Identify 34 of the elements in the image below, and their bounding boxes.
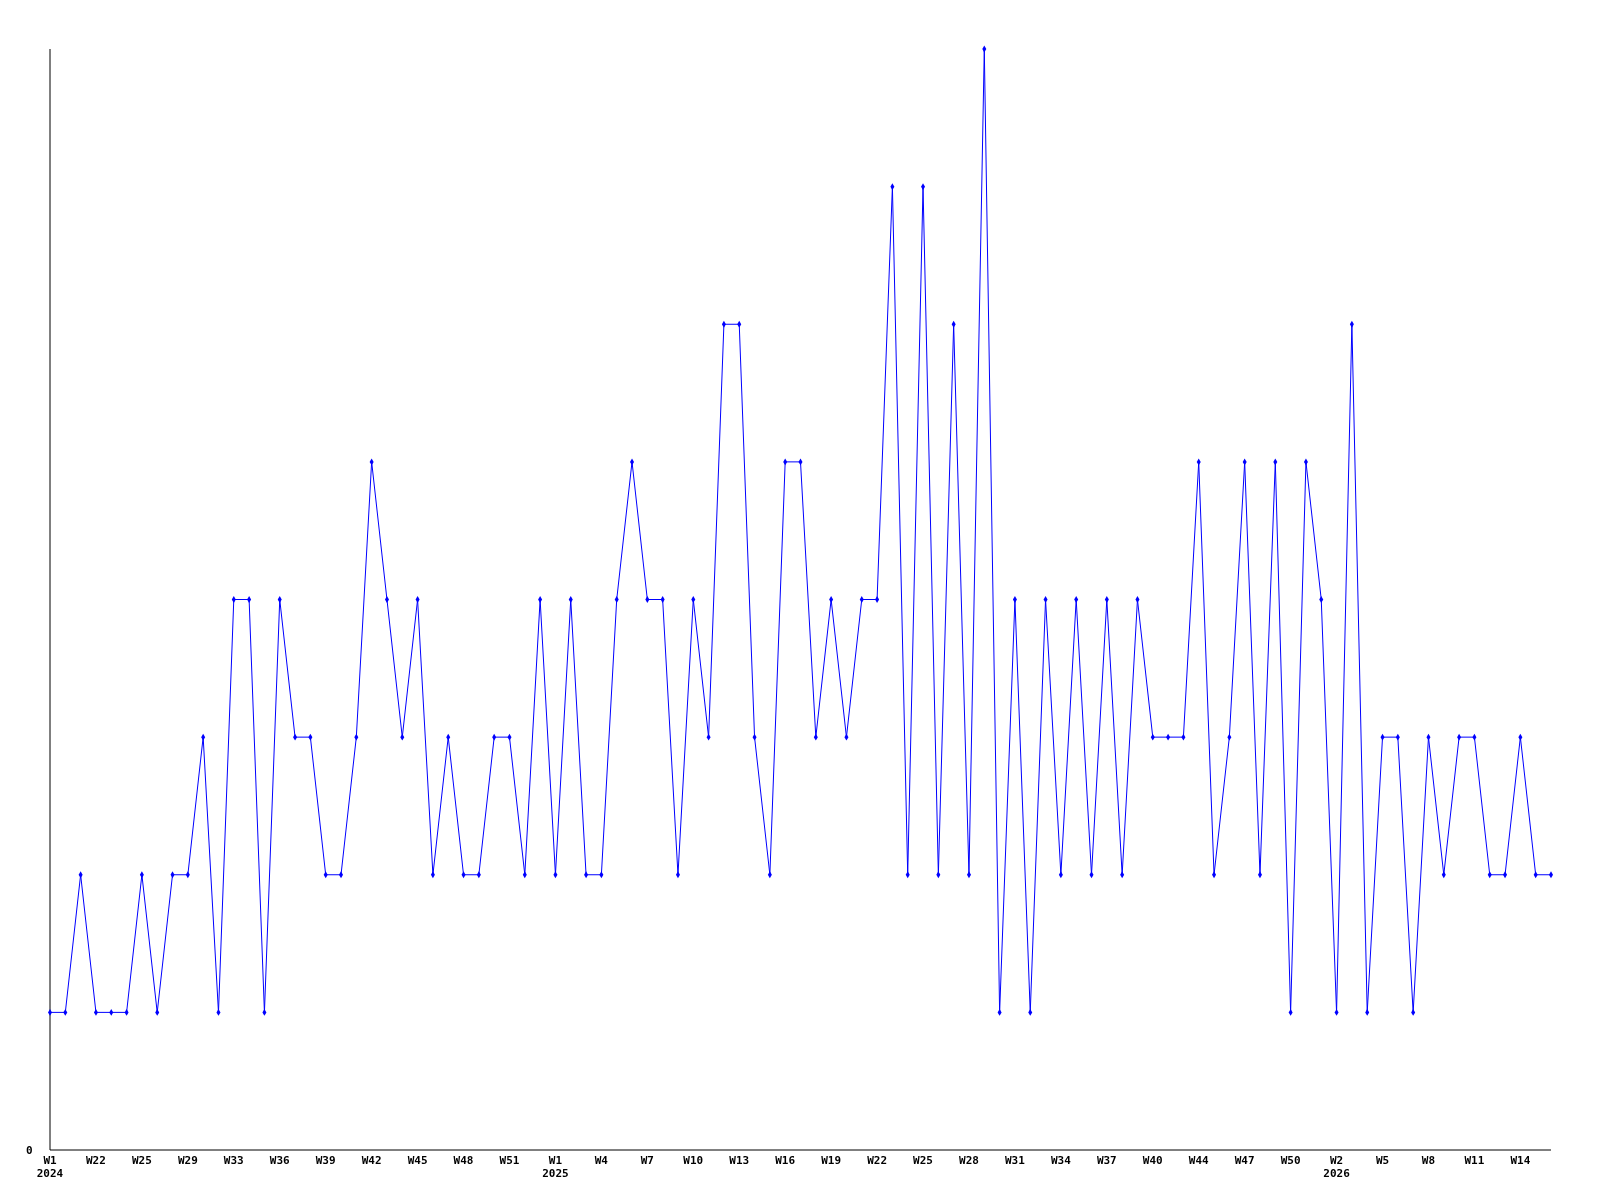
x-tick-label: W42 bbox=[361, 1154, 382, 1167]
x-tick-label: W45 bbox=[407, 1154, 428, 1167]
x-tick-label: W1 2025 bbox=[542, 1154, 569, 1180]
x-tick-label: W33 bbox=[223, 1154, 244, 1167]
x-tick-label: W39 bbox=[315, 1154, 336, 1167]
x-tick-label: W10 bbox=[683, 1154, 704, 1167]
x-tick-label: W48 bbox=[453, 1154, 474, 1167]
x-tick-label: W37 bbox=[1096, 1154, 1117, 1167]
x-tick-label: W19 bbox=[821, 1154, 842, 1167]
x-tick-label: W11 bbox=[1464, 1154, 1485, 1167]
x-tick-label: W31 bbox=[1004, 1154, 1026, 1167]
x-tick-label: W4 bbox=[594, 1154, 609, 1167]
x-tick-label: W28 bbox=[959, 1154, 979, 1167]
x-tick-label: W16 bbox=[775, 1154, 796, 1167]
x-tick-label: W44 bbox=[1188, 1154, 1210, 1167]
x-tick-label: W8 bbox=[1421, 1154, 1436, 1167]
x-tick-label: W50 bbox=[1280, 1154, 1301, 1167]
x-tick-label: W14 bbox=[1510, 1154, 1531, 1167]
x-tick-label: W51 bbox=[499, 1154, 520, 1167]
x-tick-label: W2 2026 bbox=[1323, 1154, 1351, 1180]
x-tick-label: W40 bbox=[1142, 1154, 1163, 1167]
x-tick-label: W7 bbox=[640, 1154, 654, 1167]
x-tick-label: W22 bbox=[867, 1154, 888, 1167]
x-tick-label: W25 bbox=[131, 1154, 152, 1167]
x-tick-label: W36 bbox=[269, 1154, 291, 1167]
x-tick-label: W34 bbox=[1050, 1154, 1072, 1167]
text: 0 bbox=[26, 1144, 33, 1157]
x-tick-label: W47 bbox=[1234, 1154, 1255, 1167]
x-tick-label: W13 bbox=[729, 1154, 750, 1167]
x-tick-label: W5 bbox=[1375, 1154, 1390, 1167]
x-tick-label: W22 bbox=[86, 1154, 106, 1167]
x-tick-label: W29 bbox=[177, 1154, 198, 1167]
x-tick-label: W25 bbox=[913, 1154, 933, 1167]
x-tick-label: W1 2024 bbox=[36, 1154, 64, 1180]
